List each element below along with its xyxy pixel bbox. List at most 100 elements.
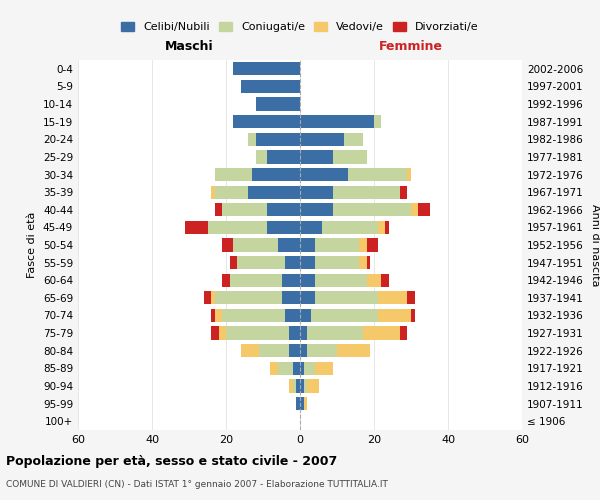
Bar — [281, 291, 300, 304]
Bar — [215, 309, 223, 322]
Bar — [241, 344, 259, 358]
Bar — [337, 344, 370, 358]
Bar — [334, 203, 411, 216]
Bar — [300, 326, 307, 340]
Bar — [222, 203, 266, 216]
Legend: Celibi/Nubili, Coniugati/e, Vedovi/e, Divorziati/e: Celibi/Nubili, Coniugati/e, Vedovi/e, Di… — [117, 18, 483, 37]
Bar — [266, 150, 300, 164]
Bar — [300, 380, 304, 392]
Bar — [315, 362, 334, 375]
Bar — [374, 115, 382, 128]
Bar — [289, 326, 300, 340]
Bar — [300, 221, 322, 234]
Y-axis label: Fasce di età: Fasce di età — [28, 212, 37, 278]
Bar — [307, 326, 363, 340]
Bar — [278, 238, 300, 252]
Text: Maschi: Maschi — [164, 40, 214, 53]
Bar — [315, 238, 359, 252]
Bar — [300, 397, 304, 410]
Bar — [411, 203, 418, 216]
Bar — [285, 309, 300, 322]
Bar — [344, 132, 363, 146]
Bar — [278, 362, 293, 375]
Bar — [211, 326, 218, 340]
Bar — [233, 62, 300, 76]
Bar — [348, 168, 407, 181]
Bar — [266, 221, 300, 234]
Bar — [252, 168, 300, 181]
Bar — [378, 221, 385, 234]
Bar — [215, 186, 248, 198]
Text: Popolazione per età, sesso e stato civile - 2007: Popolazione per età, sesso e stato civil… — [6, 455, 337, 468]
Bar — [315, 256, 359, 269]
Bar — [256, 98, 300, 110]
Bar — [271, 362, 278, 375]
Bar — [218, 326, 226, 340]
Bar — [385, 221, 389, 234]
Bar — [248, 132, 256, 146]
Bar — [293, 362, 300, 375]
Bar — [363, 326, 400, 340]
Bar — [322, 221, 378, 234]
Bar — [311, 309, 378, 322]
Bar — [300, 186, 334, 198]
Bar — [300, 115, 374, 128]
Bar — [211, 291, 215, 304]
Bar — [289, 380, 293, 392]
Bar — [300, 238, 315, 252]
Bar — [378, 291, 407, 304]
Bar — [281, 274, 300, 287]
Bar — [300, 344, 307, 358]
Bar — [230, 274, 281, 287]
Bar — [304, 362, 315, 375]
Bar — [241, 80, 300, 93]
Bar — [208, 221, 266, 234]
Text: Femmine: Femmine — [379, 40, 443, 53]
Bar — [367, 256, 370, 269]
Bar — [300, 132, 344, 146]
Bar — [233, 238, 278, 252]
Bar — [215, 291, 281, 304]
Bar — [307, 380, 319, 392]
Bar — [248, 186, 300, 198]
Bar — [407, 168, 411, 181]
Bar — [307, 344, 337, 358]
Bar — [418, 203, 430, 216]
Bar — [226, 326, 289, 340]
Bar — [215, 203, 223, 216]
Bar — [204, 291, 211, 304]
Bar — [293, 380, 296, 392]
Bar — [185, 221, 208, 234]
Bar — [256, 150, 266, 164]
Bar — [230, 256, 237, 269]
Bar — [359, 256, 367, 269]
Bar — [222, 309, 285, 322]
Bar — [222, 274, 230, 287]
Bar — [223, 238, 233, 252]
Bar — [407, 291, 415, 304]
Bar — [233, 115, 300, 128]
Text: COMUNE DI VALDIERI (CN) - Dati ISTAT 1° gennaio 2007 - Elaborazione TUTTITALIA.I: COMUNE DI VALDIERI (CN) - Dati ISTAT 1° … — [6, 480, 388, 489]
Bar — [359, 238, 367, 252]
Bar — [400, 186, 407, 198]
Bar — [215, 168, 252, 181]
Bar — [300, 291, 315, 304]
Bar — [296, 397, 300, 410]
Bar — [237, 256, 285, 269]
Bar — [367, 274, 382, 287]
Bar — [300, 256, 315, 269]
Bar — [211, 186, 215, 198]
Bar — [289, 344, 300, 358]
Bar — [300, 362, 304, 375]
Bar — [211, 309, 215, 322]
Bar — [315, 274, 367, 287]
Bar — [300, 309, 311, 322]
Bar — [304, 397, 307, 410]
Bar — [256, 132, 300, 146]
Bar — [367, 238, 378, 252]
Bar — [411, 309, 415, 322]
Bar — [378, 309, 411, 322]
Bar — [296, 380, 300, 392]
Bar — [300, 168, 348, 181]
Bar — [300, 150, 334, 164]
